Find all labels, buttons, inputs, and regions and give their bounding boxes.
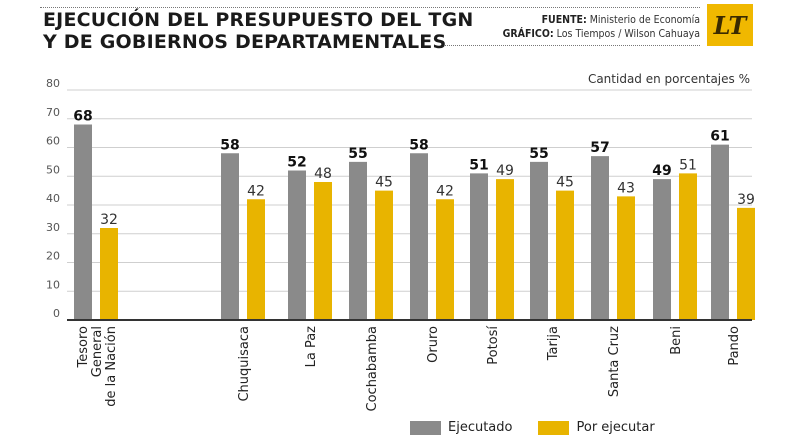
bar-por-ejecutar [679, 173, 697, 320]
x-category-label: Potosí [486, 326, 501, 365]
graphic-line: GRÁFICO: Los Tiempos / Wilson Cahuaya [503, 27, 700, 41]
legend: Ejecutado Por ejecutar [410, 420, 681, 435]
bar-por-ejecutar [737, 207, 755, 320]
legend-label-ejecutado: Ejecutado [448, 420, 513, 435]
y-tick-label: 80 [46, 77, 60, 90]
y-tick-label: 20 [46, 250, 60, 263]
y-tick-label: 30 [46, 221, 60, 234]
x-category-label: de la Nación [104, 326, 119, 407]
value-label-ejecutado: 68 [73, 109, 92, 125]
x-category-label: Beni [669, 326, 684, 355]
value-label-por-ejecutar: 49 [496, 163, 514, 179]
bar-por-ejecutar [496, 179, 514, 320]
y-tick-label: 60 [46, 135, 60, 148]
bar-ejecutado [653, 179, 671, 320]
bar-por-ejecutar [375, 190, 393, 320]
legend-item-por-ejecutar: Por ejecutar [538, 420, 655, 435]
x-category-label: Cochabamba [365, 326, 380, 411]
bar-por-ejecutar [100, 228, 118, 320]
value-label-ejecutado: 58 [409, 137, 428, 153]
value-label-ejecutado: 57 [590, 140, 609, 156]
y-tick-label: 10 [46, 278, 60, 291]
value-label-por-ejecutar: 42 [247, 183, 265, 199]
value-label-ejecutado: 52 [287, 155, 306, 171]
bar-ejecutado [530, 161, 548, 320]
value-label-ejecutado: 61 [710, 129, 729, 145]
chart-title: EJECUCIÓN DEL PRESUPUESTO DEL TGN Y DE G… [43, 9, 473, 53]
value-label-por-ejecutar: 42 [436, 183, 454, 199]
bar-ejecutado [711, 144, 729, 320]
top-rule [40, 7, 700, 8]
value-label-por-ejecutar: 32 [100, 212, 118, 228]
value-label-ejecutado: 55 [348, 146, 367, 162]
bar-por-ejecutar [436, 199, 454, 320]
source-line: FUENTE: Ministerio de Economía [503, 13, 700, 27]
bar-ejecutado [74, 124, 92, 320]
bar-ejecutado [349, 161, 367, 320]
value-label-por-ejecutar: 51 [679, 157, 697, 173]
bar-por-ejecutar [247, 199, 265, 320]
x-category-label: General [90, 326, 105, 377]
value-label-ejecutado: 55 [529, 146, 548, 162]
bar-ejecutado [221, 153, 239, 320]
source-value: Ministerio de Economía [589, 14, 700, 26]
value-label-ejecutado: 51 [469, 157, 488, 173]
graphic-label: GRÁFICO: [502, 28, 554, 40]
value-label-por-ejecutar: 43 [617, 180, 635, 196]
legend-swatch-por-ejecutar [538, 420, 570, 435]
title-line-2: Y DE GOBIERNOS DEPARTAMENTALES [43, 31, 447, 53]
newspaper-logo: LT [707, 4, 753, 46]
x-category-label: Tarija [546, 326, 561, 361]
title-line-1: EJECUCIÓN DEL PRESUPUESTO DEL TGN [43, 9, 474, 31]
legend-item-ejecutado: Ejecutado [410, 420, 512, 435]
bar-ejecutado [470, 173, 488, 320]
value-label-ejecutado: 58 [220, 137, 239, 153]
value-label-por-ejecutar: 45 [375, 175, 393, 191]
bar-por-ejecutar [556, 190, 574, 320]
value-label-por-ejecutar: 48 [314, 166, 332, 182]
y-tick-label: 40 [46, 192, 60, 205]
credits: FUENTE: Ministerio de Economía GRÁFICO: … [503, 13, 700, 41]
y-tick-label: 70 [46, 106, 60, 119]
source-label: FUENTE: [541, 14, 587, 26]
bar-ejecutado [410, 153, 428, 320]
x-category-label: Santa Cruz [607, 326, 622, 397]
bar-por-ejecutar [314, 182, 332, 320]
x-category-label: Chuquisaca [237, 326, 252, 402]
legend-label-por-ejecutar: Por ejecutar [576, 420, 655, 435]
legend-swatch-ejecutado [410, 420, 441, 435]
y-tick-label: 50 [46, 163, 60, 176]
graphic-value: Los Tiempos / Wilson Cahuaya [556, 28, 700, 40]
bar-por-ejecutar [617, 196, 635, 320]
bar-ejecutado [591, 156, 609, 320]
x-category-label: Pando [727, 326, 742, 366]
unit-note: Cantidad en porcentajes % [587, 72, 750, 86]
value-label-por-ejecutar: 39 [737, 192, 755, 208]
value-label-por-ejecutar: 45 [556, 175, 574, 191]
bar-ejecutado [288, 170, 306, 320]
x-category-label: Oruro [426, 326, 441, 363]
title-rule [445, 45, 700, 46]
x-category-label: Tesoro [76, 326, 91, 369]
y-tick-label: 0 [53, 307, 60, 320]
x-category-label: La Paz [304, 326, 319, 368]
value-label-ejecutado: 49 [652, 163, 671, 179]
